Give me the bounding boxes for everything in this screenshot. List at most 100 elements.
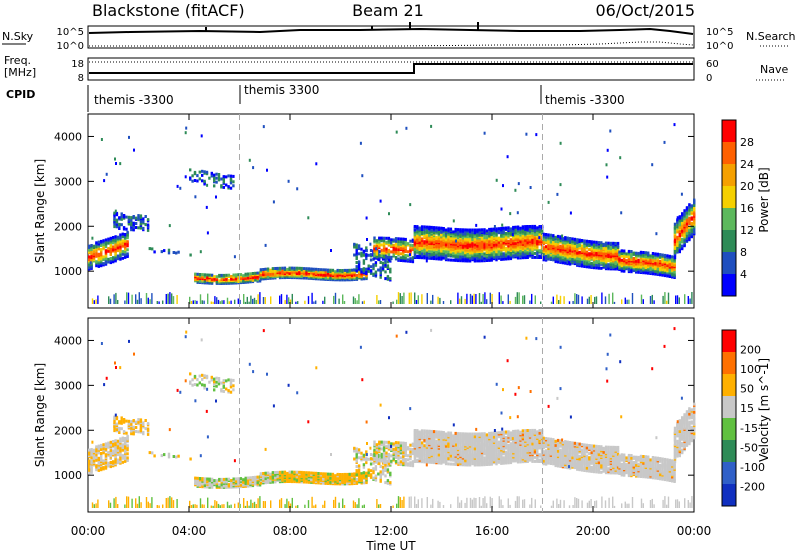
power-cell xyxy=(681,212,684,216)
velocity-cell xyxy=(167,452,171,456)
cpid-segment-3: themis -3300 xyxy=(545,93,625,107)
power-cell xyxy=(663,253,667,257)
power-cell xyxy=(452,234,455,238)
power-cell xyxy=(121,250,124,254)
nsky-label: N.Sky xyxy=(2,30,34,43)
power-cell xyxy=(305,267,308,271)
power-cell xyxy=(104,249,108,253)
velocity-cell xyxy=(355,480,359,484)
velocity-cell xyxy=(392,442,395,446)
power-cell xyxy=(378,254,381,258)
power-cell xyxy=(559,244,562,248)
power-cell xyxy=(459,233,462,237)
velocity-cell xyxy=(409,450,412,454)
colorbar-swatch xyxy=(722,252,736,275)
velocity-cell xyxy=(208,477,211,481)
power-cell xyxy=(452,252,455,255)
power-cell xyxy=(246,276,250,280)
power-cell xyxy=(382,242,386,246)
power-cell xyxy=(571,252,574,256)
power-cell xyxy=(196,174,199,178)
power-cell xyxy=(179,186,182,190)
power-cell xyxy=(353,242,356,246)
velocity-cell xyxy=(130,420,133,424)
power-cell xyxy=(112,236,115,239)
power-cell xyxy=(461,228,465,232)
power-cell xyxy=(639,250,643,254)
velocity-cell xyxy=(423,434,426,438)
velocity-cell xyxy=(425,460,429,464)
power-cell xyxy=(115,292,117,304)
velocity-cell xyxy=(382,440,386,444)
velocity-cell xyxy=(269,472,272,476)
power-cell xyxy=(625,252,628,256)
power-cell xyxy=(681,221,684,225)
power-cell xyxy=(365,257,368,261)
power-cell xyxy=(113,225,116,229)
power-cell xyxy=(447,238,450,242)
velocity-cell xyxy=(104,445,108,449)
power-cell xyxy=(392,246,395,250)
power-cell xyxy=(379,275,382,279)
power-cell xyxy=(495,227,498,231)
power-cell xyxy=(210,174,213,178)
power-cell xyxy=(627,267,631,271)
velocity-cell xyxy=(369,469,373,473)
power-cell xyxy=(369,258,373,262)
power-cell xyxy=(621,299,623,304)
velocity-cell xyxy=(373,443,376,447)
power-cell xyxy=(172,251,175,254)
velocity-cell xyxy=(394,451,398,455)
velocity-cell xyxy=(225,387,228,391)
power-cell xyxy=(444,228,448,232)
velocity-cell xyxy=(113,429,116,433)
velocity-cell xyxy=(423,429,426,433)
power-cell xyxy=(435,235,438,239)
power-cell xyxy=(102,243,105,247)
power-cell xyxy=(315,300,317,304)
velocity-cell xyxy=(198,381,201,385)
velocity-cell xyxy=(380,447,383,451)
velocity-cell xyxy=(385,440,388,444)
power-cell xyxy=(592,243,596,247)
velocity-cell xyxy=(355,469,358,473)
power-cell xyxy=(471,242,474,245)
velocity-cell xyxy=(312,471,315,475)
power-cell xyxy=(556,234,560,238)
velocity-cell xyxy=(215,484,219,488)
power-cell xyxy=(578,238,581,242)
velocity-cell xyxy=(397,461,400,465)
power-cell xyxy=(595,251,598,255)
power-cell xyxy=(423,234,426,238)
power-cell xyxy=(544,247,548,251)
power-cell xyxy=(480,237,484,241)
power-cell xyxy=(564,257,567,261)
velocity-cell xyxy=(203,477,207,481)
power-cell xyxy=(413,225,417,228)
velocity-cell xyxy=(319,477,323,481)
power-cell xyxy=(531,234,534,238)
velocity-cell xyxy=(418,430,421,434)
velocity-cell xyxy=(382,446,386,450)
power-cell xyxy=(549,236,553,240)
power-cell xyxy=(409,203,412,207)
power-cell xyxy=(573,251,577,255)
velocity-cell xyxy=(411,448,415,451)
velocity-cell xyxy=(423,459,426,462)
power-cell xyxy=(147,297,149,304)
power-cell xyxy=(116,249,120,253)
power-cell xyxy=(536,226,539,230)
power-cell xyxy=(483,131,486,135)
velocity-cell xyxy=(386,468,390,472)
power-cell xyxy=(411,248,415,252)
power-cell xyxy=(227,185,230,189)
power-cell xyxy=(109,257,112,260)
beam-label: Beam 21 xyxy=(352,1,424,20)
power-cell xyxy=(411,260,415,264)
velocity-cell xyxy=(246,476,250,480)
power-cell xyxy=(121,242,124,245)
power-cell xyxy=(416,234,419,238)
power-cell xyxy=(673,256,677,260)
power-cell xyxy=(220,177,223,181)
velocity-cell xyxy=(246,480,250,484)
